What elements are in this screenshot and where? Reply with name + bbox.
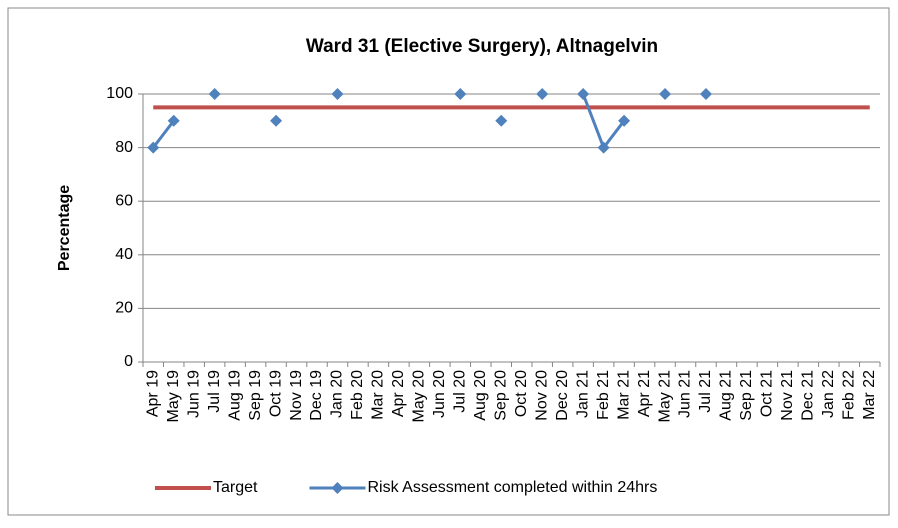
- x-tick-label: Feb 22: [841, 370, 858, 420]
- x-tick-label: Sep 19: [247, 370, 264, 421]
- x-tick-label: Aug 19: [226, 370, 243, 421]
- x-tick-label: May 19: [165, 370, 182, 423]
- point-marker: [699, 88, 712, 100]
- y-tick-label: 100: [106, 85, 133, 102]
- point-marker: [597, 141, 610, 154]
- x-tick-label: Dec 20: [554, 370, 571, 421]
- x-tick-label: May 20: [411, 370, 428, 423]
- x-tick-label: Feb 20: [349, 370, 366, 420]
- x-tick-label: Nov 20: [533, 370, 550, 421]
- x-tick-label: Aug 21: [718, 370, 735, 421]
- x-tick-label: Oct 20: [513, 370, 530, 417]
- x-tick-label: Apr 20: [390, 370, 407, 417]
- x-tick-label: Nov 21: [779, 370, 796, 421]
- x-tick-label: Jan 21: [574, 370, 591, 418]
- x-tick-label: Mar 21: [615, 370, 632, 420]
- x-tick-label: Oct 21: [759, 370, 776, 417]
- x-tick-label: May 21: [656, 370, 673, 423]
- x-tick-label: Apr 21: [636, 370, 653, 417]
- x-tick-label: Jul 21: [697, 370, 714, 413]
- x-tick-label: Feb 21: [595, 370, 612, 420]
- point-marker: [270, 114, 283, 127]
- y-tick-label: 0: [124, 353, 133, 370]
- x-tick-label: Jul 19: [206, 370, 223, 413]
- x-tick-label: Jan 20: [329, 370, 346, 418]
- point-marker: [577, 88, 590, 100]
- chart-border: [7, 7, 890, 516]
- y-tick-label: 60: [115, 192, 133, 209]
- x-tick-label: Jun 21: [677, 370, 694, 418]
- legend-label: Target: [213, 479, 258, 496]
- x-tick-label: Oct 19: [267, 370, 284, 417]
- y-tick-label: 40: [115, 246, 133, 263]
- point-marker: [618, 114, 631, 127]
- y-axis-label: Percentage: [56, 185, 73, 271]
- x-tick-label: Aug 20: [472, 370, 489, 421]
- point-marker: [167, 114, 180, 127]
- y-tick-label: 80: [115, 139, 133, 156]
- y-tick-label: 20: [115, 300, 133, 317]
- point-marker: [495, 114, 508, 127]
- chart-title: Ward 31 (Elective Surgery), Altnagelvin: [306, 36, 658, 57]
- point-marker: [147, 141, 160, 154]
- x-tick-label: Nov 19: [288, 370, 305, 421]
- x-tick-label: Mar 22: [861, 370, 878, 420]
- x-tick-label: Mar 20: [370, 370, 387, 420]
- point-marker: [659, 88, 672, 100]
- x-tick-label: Jun 19: [185, 370, 202, 418]
- point-marker: [454, 88, 467, 100]
- x-tick-label: Sep 20: [492, 370, 509, 421]
- x-tick-label: Jan 22: [820, 370, 837, 418]
- point-marker: [536, 88, 549, 100]
- x-tick-label: Jun 20: [431, 370, 448, 418]
- legend-marker: [331, 482, 344, 494]
- x-tick-label: Jul 20: [452, 370, 469, 413]
- legend-label: Risk Assessment completed within 24hrs: [367, 479, 657, 496]
- x-tick-label: Apr 19: [144, 370, 161, 417]
- x-tick-label: Dec 19: [308, 370, 325, 421]
- point-marker: [208, 88, 221, 100]
- x-tick-label: Dec 21: [800, 370, 817, 421]
- x-tick-label: Sep 21: [738, 370, 755, 421]
- point-marker: [331, 88, 344, 100]
